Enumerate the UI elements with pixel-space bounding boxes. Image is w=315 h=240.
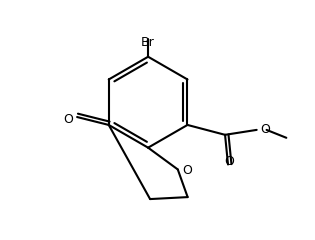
Text: O: O (224, 156, 234, 168)
Text: Br: Br (141, 36, 155, 49)
Text: O: O (63, 113, 73, 126)
Text: O: O (183, 164, 192, 177)
Text: O: O (261, 123, 271, 136)
